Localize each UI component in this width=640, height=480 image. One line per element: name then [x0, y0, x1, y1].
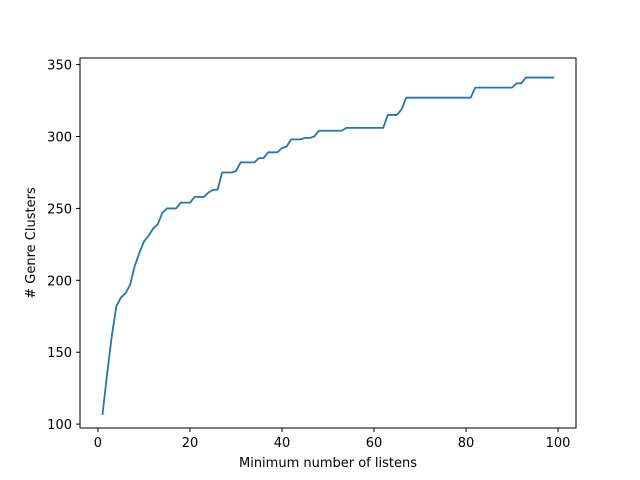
- plot-frame: [79, 57, 577, 429]
- y-tick-label: 350: [47, 59, 72, 74]
- x-tick-label: 80: [458, 436, 475, 451]
- y-tick-label: 300: [47, 131, 72, 146]
- y-tick-label: 200: [47, 274, 72, 289]
- y-axis-label: # Genre Clusters: [24, 187, 39, 299]
- x-tick-label: 100: [546, 436, 571, 451]
- x-tick-label: 40: [274, 436, 291, 451]
- series-line: [101, 76, 555, 416]
- ticks-layer: 0 20 40 60 80 100 100 150 200 250 300 350: [47, 59, 570, 451]
- plot-layer: [101, 76, 555, 416]
- x-axis-label: Minimum number of listens: [239, 456, 417, 471]
- y-tick-label: 150: [47, 346, 72, 361]
- x-tick-label: 0: [94, 436, 102, 451]
- x-tick-label: 20: [182, 436, 199, 451]
- y-tick-label: 100: [47, 418, 72, 433]
- y-tick-label: 250: [47, 202, 72, 217]
- x-tick-label: 60: [366, 436, 383, 451]
